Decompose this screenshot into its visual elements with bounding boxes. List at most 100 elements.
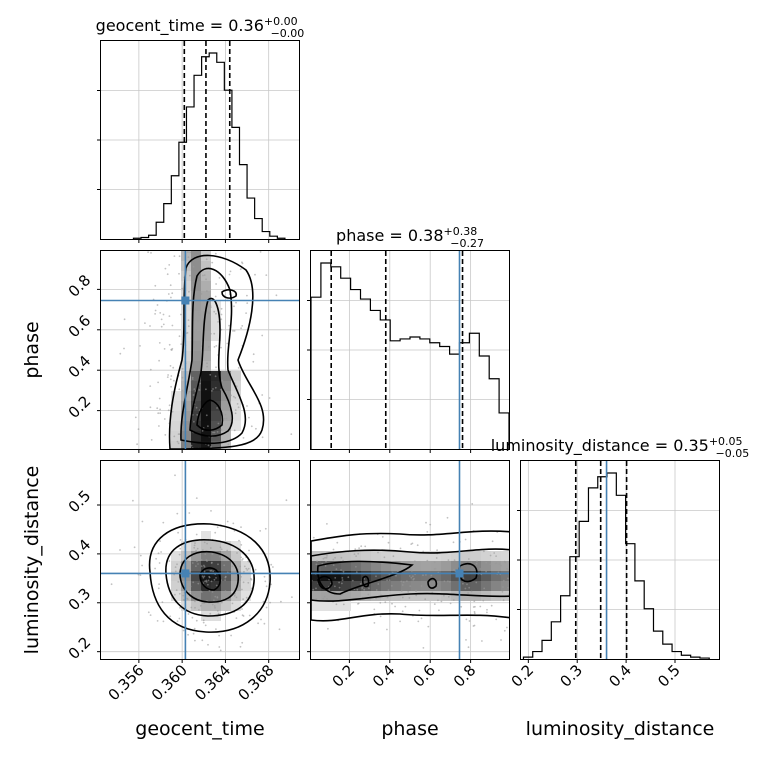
density-cell	[481, 551, 491, 561]
sample-point	[206, 560, 208, 562]
density-cell	[411, 561, 421, 571]
sample-point	[214, 595, 217, 598]
density-cell	[211, 381, 221, 391]
sample-point	[170, 385, 173, 388]
sample-point	[508, 593, 509, 596]
sample-point	[322, 557, 325, 560]
sample-point	[192, 265, 195, 268]
density-cell	[211, 391, 221, 401]
sample-point	[464, 538, 467, 541]
sample-point	[259, 530, 262, 532]
sample-point	[217, 422, 220, 425]
density-cell	[171, 591, 181, 601]
sample-point	[193, 593, 196, 596]
density-cell	[191, 441, 201, 449]
sample-point	[335, 568, 338, 571]
sample-point	[173, 379, 175, 382]
sample-point	[174, 593, 176, 596]
density-cell	[241, 571, 251, 581]
density-cell	[491, 571, 501, 581]
density-cell	[171, 561, 181, 571]
sample-point	[263, 622, 266, 625]
sample-point	[486, 608, 488, 611]
sample-point	[176, 563, 178, 566]
density-cell	[201, 531, 211, 541]
histogram-step	[310, 262, 510, 449]
density-cell	[191, 261, 201, 271]
density-cell	[201, 391, 211, 401]
sample-point	[332, 558, 335, 561]
sample-point	[341, 577, 344, 579]
sample-point	[436, 549, 438, 552]
sample-point	[207, 583, 209, 586]
sample-point	[259, 251, 262, 253]
sample-point	[168, 404, 171, 407]
density-cell	[321, 591, 331, 601]
density-cell	[191, 371, 201, 381]
density-cell	[191, 351, 201, 361]
sample-point	[200, 559, 203, 561]
sample-point	[174, 474, 176, 477]
sample-point	[474, 605, 476, 608]
sample-point	[203, 541, 206, 544]
sample-point	[203, 274, 206, 276]
sample-point	[178, 255, 181, 258]
density-cell	[221, 581, 231, 591]
sample-point	[163, 418, 166, 420]
sample-point	[194, 639, 196, 642]
density-cell	[191, 381, 201, 391]
sample-point	[187, 633, 190, 636]
sample-point	[261, 436, 264, 439]
sample-point	[123, 347, 125, 350]
sample-point	[234, 396, 237, 399]
y-tick-label-luminosity_distance-2: 0.4	[65, 536, 95, 566]
sample-point	[285, 499, 288, 502]
sample-point	[208, 575, 211, 578]
sample-point	[157, 381, 160, 384]
sample-point	[159, 412, 162, 414]
sample-point	[237, 367, 240, 369]
sample-point	[189, 251, 192, 254]
sample-point	[203, 602, 206, 604]
sample-point	[214, 386, 217, 389]
sample-point	[414, 560, 416, 563]
sample-point	[216, 407, 219, 409]
density-cell	[341, 581, 351, 591]
density-cell	[401, 571, 411, 581]
sample-point	[325, 560, 327, 563]
x-axis-label-luminosity-distance: luminosity_distance	[526, 718, 715, 740]
density-cell	[191, 401, 201, 411]
sample-point	[167, 374, 170, 376]
sample-point	[195, 619, 198, 622]
density-cell	[201, 361, 211, 371]
sample-point	[209, 547, 212, 549]
sample-point	[197, 320, 199, 323]
density-cell	[421, 551, 431, 561]
sample-point	[472, 625, 475, 627]
sample-point	[468, 620, 471, 622]
sample-point	[207, 444, 210, 447]
sample-point	[326, 597, 328, 600]
sample-point	[245, 312, 248, 314]
sample-point	[240, 544, 243, 546]
sample-point	[415, 594, 418, 597]
sample-point	[373, 622, 376, 624]
density-cell	[171, 401, 181, 411]
density-cell	[171, 421, 181, 431]
density-cell	[311, 551, 321, 561]
density-cell	[321, 551, 331, 561]
density-cell	[201, 421, 211, 431]
sample-point	[390, 585, 393, 587]
sample-point	[160, 325, 163, 328]
x-tick-label-geocent_time-0: 0.356	[105, 661, 148, 704]
density-cell	[311, 571, 321, 581]
sample-point	[407, 591, 410, 593]
sample-point	[195, 549, 198, 552]
sample-point	[181, 287, 184, 290]
sample-points	[110, 474, 293, 652]
density-cell	[201, 571, 211, 581]
density-cell	[231, 411, 241, 421]
sample-point	[351, 579, 354, 582]
sample-point	[119, 549, 121, 551]
